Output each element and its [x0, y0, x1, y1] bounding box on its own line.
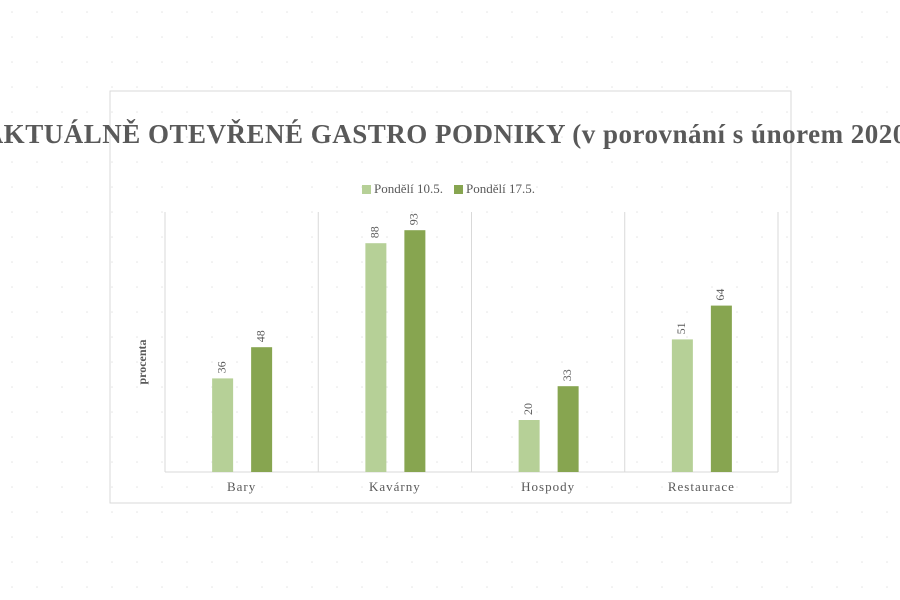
y-axis-label: procenta — [135, 339, 149, 384]
legend: Pondělí 10.5. Pondělí 17.5. — [362, 181, 535, 196]
data-label: 51 — [674, 322, 688, 334]
chart-frame — [109, 90, 792, 504]
data-label: 20 — [521, 403, 535, 415]
bar — [557, 386, 579, 472]
bar — [671, 339, 693, 472]
data-label: 48 — [253, 330, 267, 342]
x-tick-label: Restaurace — [668, 479, 735, 494]
legend-label: Pondělí 10.5. — [374, 181, 443, 196]
bar — [251, 347, 273, 472]
x-tick-label: Hospody — [521, 479, 575, 494]
data-label: 33 — [560, 369, 574, 381]
bar — [212, 378, 234, 472]
bar — [710, 305, 732, 472]
data-label: 64 — [713, 289, 727, 301]
x-tick-label: Kavárny — [369, 479, 421, 494]
chart-title: AKTUÁLNĚ OTEVŘENÉ GASTRO PODNIKY (v poro… — [0, 119, 900, 149]
bar — [365, 243, 387, 472]
legend-swatch — [362, 185, 371, 194]
data-label: 88 — [368, 226, 382, 238]
x-tick-label: Bary — [227, 479, 256, 494]
data-label: 93 — [407, 213, 421, 225]
legend-label: Pondělí 17.5. — [466, 181, 535, 196]
legend-swatch — [454, 185, 463, 194]
bar — [404, 230, 426, 472]
data-label: 36 — [214, 361, 228, 373]
bar — [518, 420, 540, 472]
